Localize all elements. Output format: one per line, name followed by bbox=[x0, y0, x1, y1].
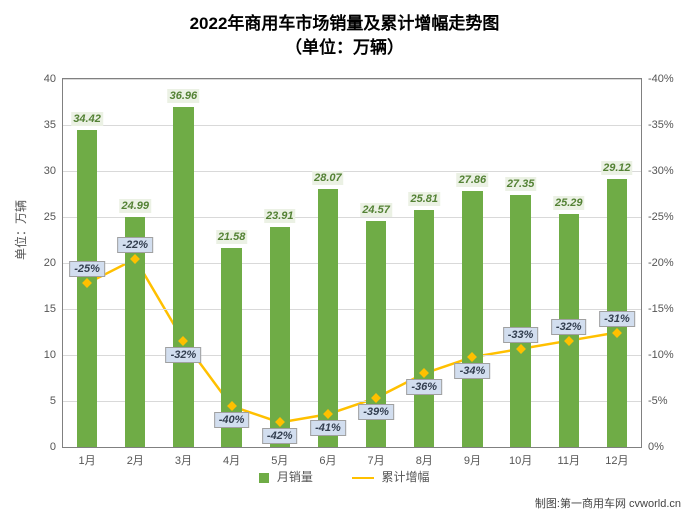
x-tick-label: 9月 bbox=[464, 452, 481, 468]
line-value-label: -36% bbox=[406, 379, 442, 395]
line-value-label: -25% bbox=[69, 261, 105, 277]
line-value-label: -34% bbox=[455, 363, 491, 379]
x-tick-label: 3月 bbox=[175, 452, 192, 468]
chart-container: 2022年商用车市场销量及累计增幅走势图 （单位：万辆） 单位：万辆 00%5-… bbox=[0, 0, 689, 515]
bar-value-label: 29.12 bbox=[601, 161, 633, 175]
grid-line bbox=[63, 401, 641, 402]
x-tick-label: 11月 bbox=[558, 452, 580, 468]
x-tick-label: 1月 bbox=[79, 452, 96, 468]
bar bbox=[270, 227, 290, 447]
y-tick-left: 0 bbox=[50, 441, 56, 453]
bar-value-label: 36.96 bbox=[168, 89, 200, 103]
y-axis-label: 单位：万辆 bbox=[12, 200, 29, 260]
legend-label-bar: 月销量 bbox=[277, 470, 313, 484]
bar-value-label: 24.57 bbox=[360, 203, 392, 217]
bar bbox=[510, 195, 530, 447]
x-tick-label: 7月 bbox=[368, 452, 385, 468]
title-line-1: 2022年商用车市场销量及累计增幅走势图 bbox=[190, 14, 500, 33]
bar-value-label: 25.29 bbox=[553, 196, 585, 210]
line-value-label: -31% bbox=[599, 311, 635, 327]
x-tick-label: 8月 bbox=[416, 452, 433, 468]
bar-value-label: 27.35 bbox=[505, 177, 537, 191]
x-tick-label: 2月 bbox=[127, 452, 144, 468]
y-tick-left: 20 bbox=[44, 257, 56, 269]
footer-credit: 制图:第一商用车网 cvworld.cn bbox=[535, 495, 681, 511]
y-tick-left: 15 bbox=[44, 303, 56, 315]
bar bbox=[414, 210, 434, 447]
y-tick-right: -20% bbox=[648, 257, 674, 269]
y-tick-left: 25 bbox=[44, 211, 56, 223]
bar-value-label: 21.58 bbox=[216, 230, 248, 244]
bar-value-label: 28.07 bbox=[312, 171, 344, 185]
chart-title: 2022年商用车市场销量及累计增幅走势图 （单位：万辆） bbox=[0, 0, 689, 60]
grid-line bbox=[63, 171, 641, 172]
x-tick-label: 4月 bbox=[223, 452, 240, 468]
grid-line bbox=[63, 355, 641, 356]
y-tick-right: -30% bbox=[648, 165, 674, 177]
legend-item-line: 累计增幅 bbox=[352, 468, 429, 485]
bar bbox=[462, 191, 482, 447]
legend-swatch-line bbox=[352, 477, 374, 479]
y-tick-right: -5% bbox=[648, 395, 668, 407]
line-value-label: -39% bbox=[358, 404, 394, 420]
line-value-label: -40% bbox=[214, 412, 250, 428]
line-value-label: -32% bbox=[166, 347, 202, 363]
bar-value-label: 24.99 bbox=[119, 199, 151, 213]
line-value-label: -32% bbox=[551, 319, 587, 335]
x-tick-label: 10月 bbox=[509, 452, 532, 468]
y-tick-right: 0% bbox=[648, 441, 664, 453]
grid-line bbox=[63, 217, 641, 218]
y-tick-left: 10 bbox=[44, 349, 56, 361]
legend-item-bar: 月销量 bbox=[259, 468, 312, 485]
y-tick-right: -25% bbox=[648, 211, 674, 223]
x-tick-label: 12月 bbox=[605, 452, 628, 468]
legend-swatch-bar bbox=[259, 473, 269, 483]
line-value-label: -33% bbox=[503, 327, 539, 343]
line-value-label: -42% bbox=[262, 428, 298, 444]
y-tick-right: -40% bbox=[648, 73, 674, 85]
line-value-label: -41% bbox=[310, 420, 346, 436]
grid-line bbox=[63, 309, 641, 310]
title-line-2: （单位：万辆） bbox=[285, 38, 404, 57]
y-tick-right: -35% bbox=[648, 119, 674, 131]
legend: 月销量 累计增幅 bbox=[0, 468, 689, 485]
y-tick-right: -15% bbox=[648, 303, 674, 315]
grid-line bbox=[63, 125, 641, 126]
y-tick-left: 5 bbox=[50, 395, 56, 407]
y-tick-left: 35 bbox=[44, 119, 56, 131]
grid-line bbox=[63, 79, 641, 80]
grid-line bbox=[63, 263, 641, 264]
x-tick-label: 5月 bbox=[271, 452, 288, 468]
bar-value-label: 23.91 bbox=[264, 209, 296, 223]
bar-value-label: 27.86 bbox=[457, 173, 489, 187]
y-tick-right: -10% bbox=[648, 349, 674, 361]
y-tick-left: 40 bbox=[44, 73, 56, 85]
line-value-label: -22% bbox=[117, 237, 153, 253]
bar-value-label: 25.81 bbox=[408, 192, 440, 206]
bar-value-label: 34.42 bbox=[71, 112, 103, 126]
y-tick-left: 30 bbox=[44, 165, 56, 177]
bar bbox=[77, 130, 97, 447]
bar bbox=[173, 107, 193, 447]
x-tick-label: 6月 bbox=[319, 452, 336, 468]
plot-area: 00%5-5%10-10%15-15%20-20%25-25%30-30%35-… bbox=[62, 78, 642, 448]
legend-label-line: 累计增幅 bbox=[382, 470, 430, 484]
